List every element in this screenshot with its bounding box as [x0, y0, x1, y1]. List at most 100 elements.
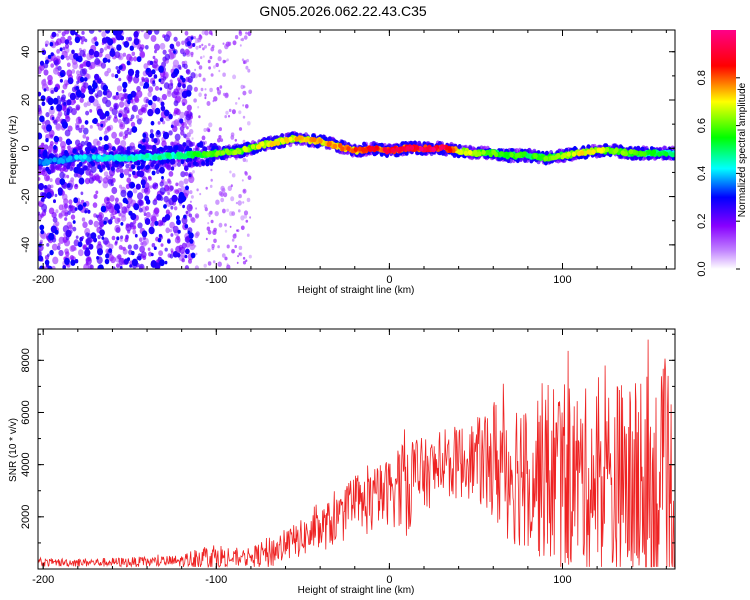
heatmap-cell — [100, 205, 107, 213]
heatmap-cell — [150, 35, 157, 42]
heatmap-cell — [175, 41, 181, 47]
heatmap-cell — [227, 114, 231, 118]
heatmap-cell — [51, 265, 56, 269]
heatmap-cell — [38, 91, 42, 97]
heatmap-cell — [242, 157, 246, 162]
heatmap-cell — [120, 35, 124, 41]
heatmap-cell — [204, 88, 207, 91]
heatmap-cell — [168, 171, 174, 177]
spectrogram-x-ticks: -200 -100 0 100 — [32, 30, 667, 286]
spectrogram-y-ticks: -40 -20 0 20 40 — [20, 46, 675, 270]
heatmap-cell — [55, 123, 62, 131]
heatmap-cell — [137, 222, 143, 229]
heatmap-cell — [183, 178, 189, 185]
heatmap-cell — [213, 96, 218, 102]
heatmap-cell — [243, 35, 248, 40]
heatmap-cell — [119, 172, 125, 179]
heatmap-cell — [175, 108, 181, 116]
heatmap-cell — [116, 263, 120, 268]
heatmap-cell — [146, 68, 150, 73]
heatmap-cell — [111, 146, 116, 152]
heatmap-cell — [101, 31, 107, 38]
heatmap-cell — [79, 149, 84, 155]
colorbar-tick-label: 0.0 — [696, 261, 708, 276]
heatmap-cell — [533, 153, 538, 159]
heatmap-cell — [156, 194, 162, 201]
heatmap-cell — [225, 110, 229, 115]
heatmap-cell — [242, 201, 245, 204]
heatmap-cell — [86, 141, 92, 148]
heatmap-cell — [58, 157, 63, 163]
heatmap-cell — [238, 110, 242, 115]
heatmap-cell — [140, 241, 144, 246]
heatmap-cell — [126, 60, 131, 66]
heatmap-cell — [123, 106, 130, 114]
heatmap-cell — [236, 261, 239, 264]
heatmap-cell — [201, 161, 206, 166]
heatmap-cell — [186, 90, 192, 97]
heatmap-cell — [114, 159, 119, 165]
heatmap-cell — [257, 144, 262, 150]
heatmap-cell — [100, 123, 104, 128]
heatmap-cell — [224, 229, 228, 233]
heatmap-cell — [212, 260, 216, 264]
heatmap-cell — [53, 199, 56, 204]
heatmap-cell — [620, 150, 625, 156]
heatmap-cell — [62, 46, 66, 50]
heatmap-cell — [158, 250, 164, 256]
heatmap-cell — [107, 166, 111, 171]
heatmap-cell — [79, 36, 83, 40]
heatmap-cell — [110, 182, 114, 187]
heatmap-cell — [118, 212, 122, 217]
heatmap-cell — [49, 42, 54, 47]
heatmap-cell — [230, 135, 235, 140]
heatmap-cell — [114, 137, 121, 145]
heatmap-cell — [136, 118, 142, 125]
heatmap-cell — [556, 153, 561, 159]
heatmap-cell — [55, 209, 59, 214]
heatmap-cell — [153, 138, 158, 144]
heatmap-cell — [82, 221, 88, 229]
heatmap-cell — [199, 192, 202, 196]
heatmap-cell — [64, 30, 70, 35]
heatmap-cell — [203, 146, 208, 152]
heatmap-cell — [332, 143, 338, 149]
heatmap-cell — [101, 113, 107, 119]
x-tick-label: 0 — [386, 274, 392, 286]
heatmap-cell — [170, 160, 174, 165]
heatmap-cell — [170, 205, 174, 210]
snr-x-axis-label: Height of straight line (km) — [298, 585, 415, 596]
heatmap-cell — [52, 97, 59, 105]
heatmap-cell — [216, 89, 222, 95]
heatmap-cell — [200, 87, 204, 92]
heatmap-cell — [172, 59, 179, 68]
heatmap-cell — [166, 164, 172, 171]
heatmap-cell — [64, 150, 68, 155]
heatmap-cell — [139, 245, 146, 253]
heatmap-cell — [80, 41, 84, 45]
heatmap-cell — [571, 151, 577, 157]
heatmap-cell — [60, 96, 66, 103]
heatmap-cell — [115, 91, 119, 96]
heatmap-cell — [209, 161, 214, 166]
heatmap-cell — [157, 155, 162, 161]
heatmap-cell — [179, 125, 185, 132]
heatmap-cell — [379, 142, 384, 148]
heatmap-cell — [66, 108, 71, 113]
heatmap-cell — [62, 121, 68, 129]
heatmap-cell — [45, 112, 50, 118]
heatmap-cell — [83, 245, 87, 250]
heatmap-cell — [137, 255, 142, 261]
heatmap-cell — [133, 31, 139, 38]
heatmap-cell — [218, 222, 223, 228]
heatmap-cell — [172, 225, 179, 234]
heatmap-cell — [243, 85, 246, 89]
heatmap-cell — [133, 243, 139, 250]
heatmap-cell — [150, 162, 155, 168]
heatmap-cell — [127, 68, 135, 77]
heatmap-cell — [176, 219, 181, 226]
heatmap-cell — [208, 43, 211, 47]
heatmap-cell — [213, 65, 216, 69]
heatmap-cell — [70, 259, 76, 266]
heatmap-cell — [125, 234, 129, 239]
